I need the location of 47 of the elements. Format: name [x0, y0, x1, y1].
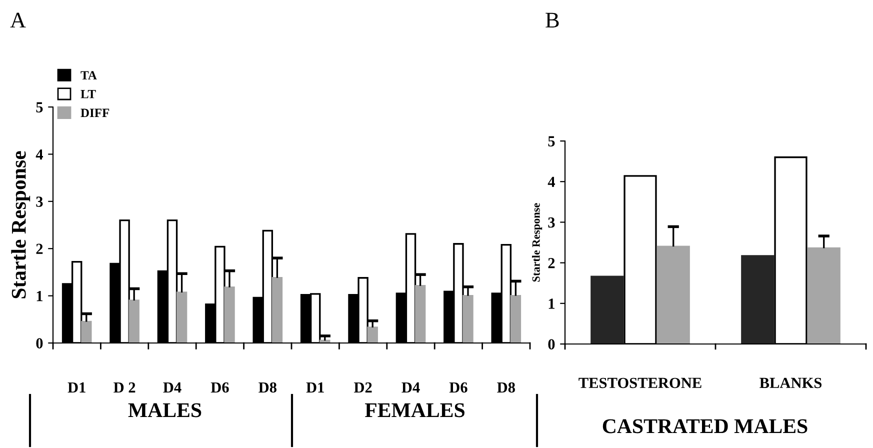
bar	[367, 326, 378, 343]
bar	[414, 285, 426, 343]
bar	[128, 300, 140, 343]
y-tick-label: 1	[548, 298, 554, 309]
x-tick-label: D4	[402, 382, 420, 393]
y-tick-label: 4	[36, 149, 43, 160]
legend-label: TA	[80, 71, 97, 80]
y-tick-label: 2	[36, 244, 43, 254]
bar	[807, 247, 840, 344]
y-axis-title: Startle Response	[532, 203, 542, 282]
x-tick-label: D6	[449, 382, 468, 393]
x-tick-label: D 2	[114, 382, 136, 393]
x-tick-label: D8	[497, 382, 515, 393]
y-tick-label: 4	[548, 176, 555, 187]
text: FEMALES	[365, 403, 464, 418]
x-tick-label: D1	[306, 382, 324, 393]
x-tick-label: TESTOSTERONE	[578, 378, 702, 388]
y-tick-label: 5	[36, 102, 43, 112]
chart-title: A	[10, 12, 26, 28]
bar	[741, 255, 774, 344]
text: MALES	[128, 403, 202, 418]
y-axis-title: Startle Response	[11, 151, 30, 298]
x-tick-label: BLANKS	[760, 378, 822, 388]
x-tick-label: D8	[258, 382, 276, 393]
x-tick-label: D1	[68, 382, 86, 393]
y-tick-label: 0	[548, 339, 555, 350]
bar	[224, 286, 235, 343]
bar	[81, 320, 92, 343]
bar	[176, 292, 188, 343]
y-tick-label: 3	[548, 217, 555, 228]
y-tick-label: 5	[548, 136, 555, 146]
y-tick-label: 2	[548, 258, 555, 268]
x-tick-label: D2	[354, 382, 372, 393]
bar	[462, 294, 474, 343]
x-tick-label: D6	[210, 382, 229, 393]
text: CASTRATED MALES	[602, 419, 808, 434]
legend-label: LT	[80, 90, 96, 98]
y-tick-label: 1	[36, 291, 42, 302]
bar	[656, 246, 690, 344]
legend-label: DIFF	[80, 108, 110, 117]
chart-title: B	[546, 12, 559, 28]
y-tick-label: 0	[36, 338, 43, 348]
y-tick-label: 3	[36, 196, 43, 207]
bar	[590, 276, 624, 344]
bar	[272, 277, 283, 343]
x-tick-label: D4	[163, 382, 182, 393]
bar	[510, 294, 522, 343]
